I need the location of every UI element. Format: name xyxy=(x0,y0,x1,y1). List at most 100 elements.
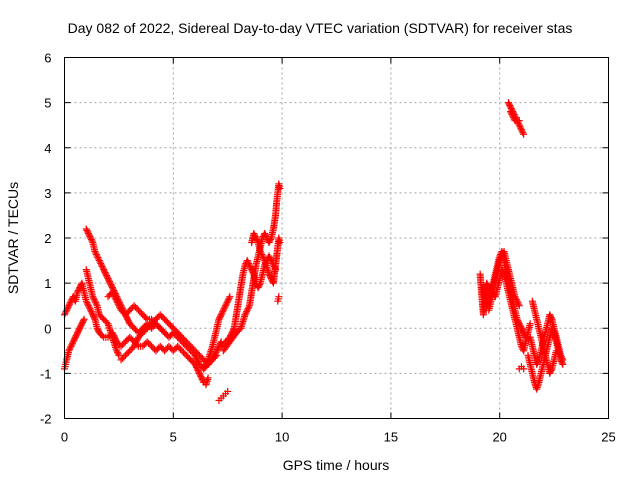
data-point xyxy=(265,252,273,260)
data-point xyxy=(546,311,554,319)
data-point xyxy=(84,300,92,308)
data-point xyxy=(520,130,528,138)
data-point xyxy=(225,294,233,302)
data-point xyxy=(261,231,269,239)
x-tick-label: 10 xyxy=(275,430,289,445)
data-point xyxy=(68,339,76,347)
data-point xyxy=(211,353,219,361)
data-point xyxy=(74,288,82,296)
y-tick-label: 0 xyxy=(44,321,51,336)
data-point xyxy=(265,239,273,247)
data-point xyxy=(251,231,259,239)
data-point xyxy=(557,351,565,359)
data-point xyxy=(91,297,99,305)
data-point xyxy=(505,100,513,108)
data-point xyxy=(87,308,95,316)
data-point xyxy=(251,232,259,240)
data-point xyxy=(258,251,266,259)
y-tick-label: 3 xyxy=(44,186,51,201)
data-point xyxy=(114,350,122,358)
data-point xyxy=(133,336,141,344)
data-point xyxy=(124,317,132,325)
data-point xyxy=(74,329,82,337)
data-point xyxy=(557,353,565,361)
data-point xyxy=(99,264,107,272)
data-point xyxy=(213,351,221,359)
data-point xyxy=(518,127,526,135)
data-point xyxy=(533,360,541,368)
data-point xyxy=(103,272,111,280)
data-point xyxy=(226,293,234,301)
data-point xyxy=(214,345,222,353)
data-point xyxy=(86,232,94,240)
data-point xyxy=(222,300,230,308)
data-point xyxy=(266,236,274,244)
data-point xyxy=(552,347,560,355)
data-point xyxy=(196,371,204,379)
data-point xyxy=(96,258,104,266)
data-point xyxy=(92,300,100,308)
data-point xyxy=(83,299,91,307)
data-point xyxy=(498,266,506,274)
data-point xyxy=(87,234,95,242)
data-point xyxy=(66,300,74,308)
data-point xyxy=(194,357,202,365)
data-point xyxy=(93,252,101,260)
y-tick-label: 6 xyxy=(44,51,51,66)
data-point xyxy=(62,308,70,316)
data-point xyxy=(87,236,95,244)
x-axis-label: GPS time / hours xyxy=(283,457,390,473)
data-point xyxy=(92,251,100,259)
data-point xyxy=(132,339,140,347)
x-tick-label: 15 xyxy=(384,430,398,445)
grid xyxy=(64,57,609,419)
data-point xyxy=(224,297,232,305)
data-point xyxy=(83,226,91,234)
data-point xyxy=(112,296,120,304)
data-point xyxy=(66,299,74,307)
data-point xyxy=(243,306,251,314)
axis-ticks: 0 5 10 15 20 25 -2 -1 0 1 2 3 4 5 6 xyxy=(40,51,616,445)
data-point xyxy=(243,308,251,316)
data-point xyxy=(515,120,523,128)
data-point xyxy=(516,123,524,131)
data-point xyxy=(87,306,95,314)
data-point xyxy=(197,372,205,380)
data-point xyxy=(110,291,118,299)
data-point xyxy=(106,279,114,287)
data-point xyxy=(266,255,274,263)
data-point xyxy=(517,124,525,132)
data-point xyxy=(82,225,90,233)
data-point xyxy=(98,263,106,271)
data-point xyxy=(72,332,80,340)
y-axis-label: SDTVAR / TECUs xyxy=(5,182,21,294)
data-point xyxy=(520,365,528,373)
y-tick-label: 4 xyxy=(44,141,51,156)
data-point xyxy=(131,341,139,349)
data-point xyxy=(114,300,122,308)
data-point xyxy=(559,356,567,364)
data-point xyxy=(217,311,225,319)
data-point xyxy=(92,299,100,307)
data-point xyxy=(266,254,274,262)
data-point xyxy=(260,255,268,263)
data-point xyxy=(216,312,224,320)
data-point xyxy=(253,236,261,244)
data-point xyxy=(115,351,123,359)
data-point xyxy=(546,312,554,320)
data-point xyxy=(221,303,229,311)
y-tick-label: 2 xyxy=(44,231,51,246)
data-point xyxy=(75,285,83,293)
data-point xyxy=(245,261,253,269)
data-point xyxy=(109,290,117,298)
data-point xyxy=(245,303,253,311)
data-point xyxy=(509,114,517,122)
data-point xyxy=(142,314,150,322)
data-point xyxy=(204,374,212,382)
data-point xyxy=(515,302,523,310)
data-point xyxy=(111,293,119,301)
data-point xyxy=(68,341,76,349)
data-point xyxy=(90,296,98,304)
data-point xyxy=(508,111,516,119)
